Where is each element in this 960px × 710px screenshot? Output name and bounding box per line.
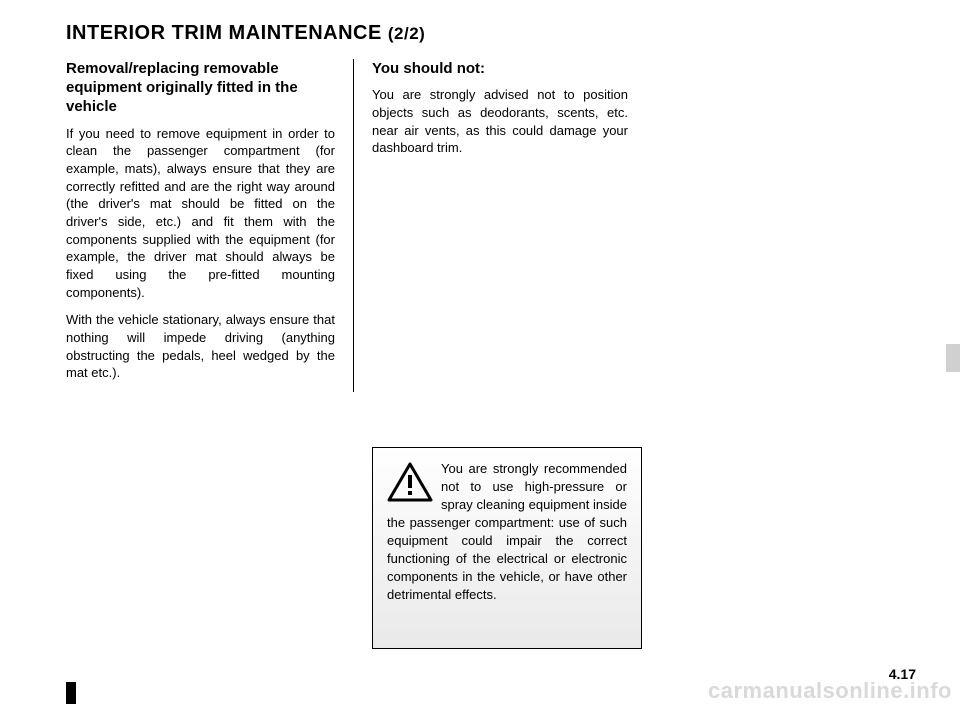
column-1: Removal/replacing removable equipment or… [66,59,354,392]
warning-box: You are strongly recommended not to use … [372,447,642,649]
footer-mark [66,682,76,704]
column-2: You should not: You are strongly advised… [354,59,642,392]
col1-heading: Removal/replacing removable equipment or… [66,59,335,117]
section-tab [946,344,960,372]
watermark-text: carmanualsonline.info [708,678,952,704]
warning-triangle-icon [387,462,433,502]
title-sub: (2/2) [388,24,425,43]
content-columns: Removal/replacing removable equipment or… [66,59,916,392]
manual-page: INTERIOR TRIM MAINTENANCE (2/2) Removal/… [0,0,960,710]
page-title: INTERIOR TRIM MAINTENANCE (2/2) [66,22,916,45]
col1-paragraph-1: If you need to remove equipment in order… [66,125,335,302]
title-main: INTERIOR TRIM MAINTENANCE [66,22,388,44]
warning-content: You are strongly recommended not to use … [387,460,627,604]
col1-paragraph-2: With the vehicle stationary, always ensu… [66,311,335,382]
col2-paragraph-1: You are strongly advised not to position… [372,86,628,157]
col2-heading: You should not: [372,59,628,78]
